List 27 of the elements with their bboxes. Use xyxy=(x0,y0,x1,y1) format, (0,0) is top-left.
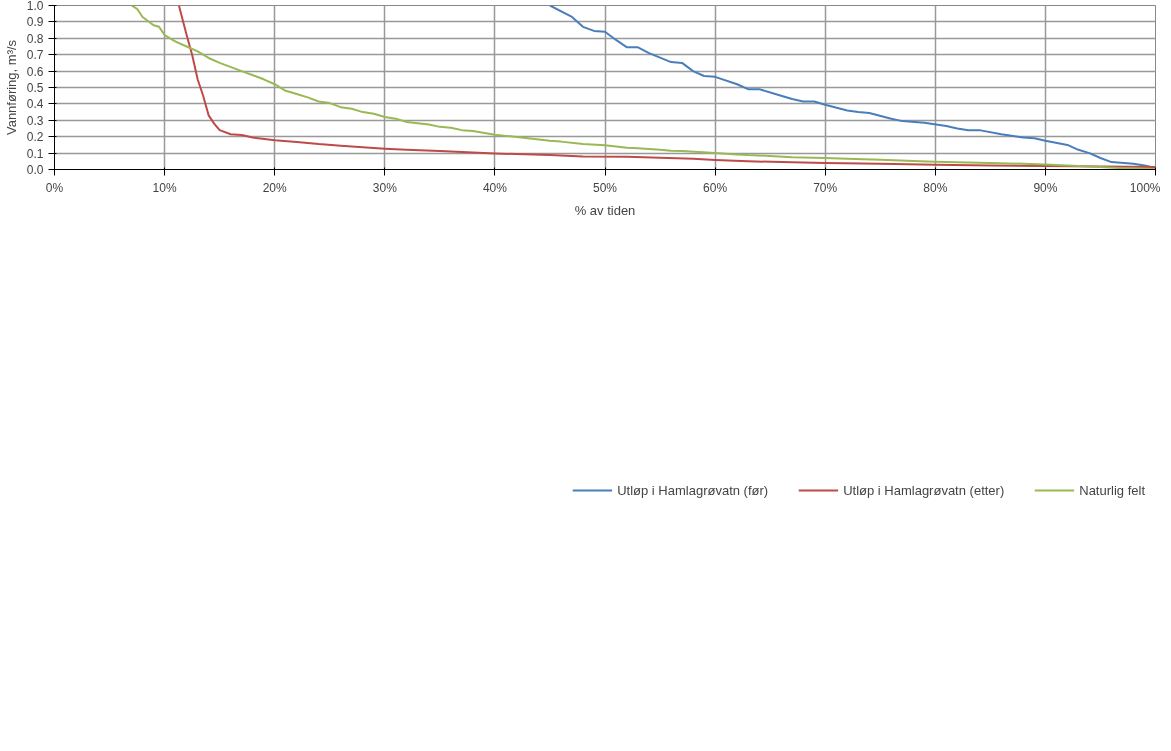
y-tick-label: 0.1 xyxy=(26,146,44,161)
y-tick-label: 0.6 xyxy=(26,64,44,79)
x-tick-label: 50% xyxy=(592,180,618,195)
x-tick-label: 60% xyxy=(703,180,728,195)
y-tick-label: 0.0 xyxy=(26,163,44,177)
y-tick-label: 0.8 xyxy=(26,31,44,46)
legend-label: Utløp i Hamlagrøvatn (før) xyxy=(617,482,769,498)
x-tick-label: 80% xyxy=(923,180,948,195)
x-tick-label: 10% xyxy=(152,180,177,195)
x-tick-label: 20% xyxy=(262,180,288,195)
y-tick-label: 1.0 xyxy=(26,0,44,13)
y-tick-label: 0.7 xyxy=(26,48,44,63)
y-tick-label: 0.2 xyxy=(26,130,44,145)
y-tick-label: 0.9 xyxy=(26,15,44,30)
y-tick-label: 0.3 xyxy=(26,113,44,128)
y-axis-title: Vannføring, m³/s xyxy=(3,39,19,136)
legend-label: Utløp i Hamlagrøvatn (etter) xyxy=(843,482,1005,498)
y-tick-label: 0.4 xyxy=(26,97,44,112)
x-axis-title: % av tiden xyxy=(574,202,636,218)
x-tick-label: 100% xyxy=(1129,180,1161,195)
legend-label: Naturlig felt xyxy=(1079,482,1145,498)
y-tick-label: 0.5 xyxy=(26,81,44,95)
x-tick-label: 70% xyxy=(813,180,838,195)
x-tick-label: 30% xyxy=(372,180,398,195)
x-tick-label: 90% xyxy=(1033,180,1058,195)
x-tick-label: 0% xyxy=(45,180,64,195)
x-tick-label: 40% xyxy=(482,180,508,195)
